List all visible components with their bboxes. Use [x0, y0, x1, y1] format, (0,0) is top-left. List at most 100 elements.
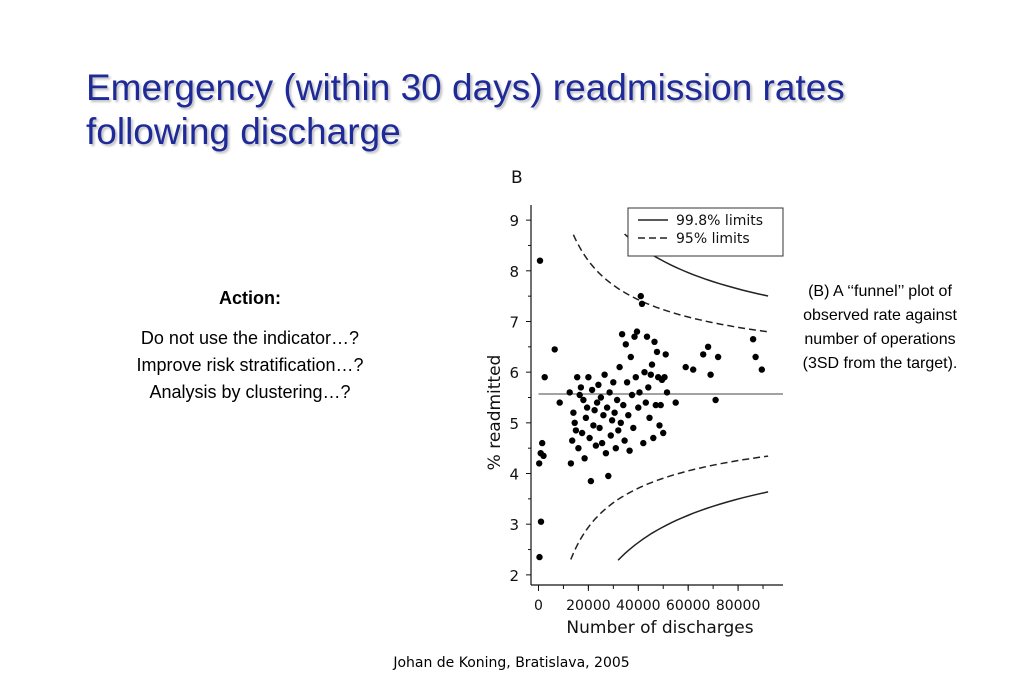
- data-point: [621, 437, 628, 444]
- data-point: [672, 399, 679, 406]
- data-point: [690, 366, 697, 373]
- data-point: [585, 374, 592, 381]
- data-point: [539, 439, 546, 447]
- data-point: [600, 412, 607, 419]
- data-point: [605, 472, 612, 480]
- data-point: [590, 422, 597, 429]
- y-tick-label: 3: [509, 516, 519, 534]
- data-point: [749, 336, 757, 343]
- data-point: [577, 384, 585, 391]
- legend-label: 99.8% limits: [676, 213, 763, 229]
- data-point: [752, 353, 759, 361]
- data-point: [700, 351, 707, 358]
- x-tick-label: 20000: [566, 598, 611, 614]
- x-axis-label: Number of discharges: [566, 618, 753, 638]
- data-point: [536, 257, 544, 264]
- y-tick-label: 7: [509, 313, 519, 331]
- data-point: [651, 338, 658, 345]
- data-point: [596, 424, 603, 432]
- data-point: [603, 404, 611, 411]
- data-point: [650, 434, 657, 442]
- x-tick-label: 0: [534, 598, 543, 614]
- data-point: [608, 417, 616, 424]
- data-point: [602, 450, 610, 457]
- data-point: [657, 401, 664, 409]
- data-point: [613, 396, 621, 404]
- data-point: [631, 333, 638, 340]
- data-point: [591, 407, 598, 414]
- data-point: [612, 445, 619, 452]
- y-tick-label: 6: [509, 364, 519, 382]
- data-point: [541, 374, 548, 381]
- funnel-plot: B 2 3 4 5 6 7 8 9 0 20000 40000 60000 80000 Number of …: [485, 168, 784, 638]
- slide-title: Emergency (within 30 days) readmission r…: [86, 67, 845, 152]
- data-point: [637, 292, 644, 300]
- data-point: [630, 424, 637, 432]
- x-tick-label: 60000: [666, 598, 711, 614]
- data-point: [582, 414, 590, 421]
- data-point: [647, 371, 654, 378]
- data-point: [586, 434, 593, 442]
- data-point: [623, 379, 631, 386]
- data-point: [656, 422, 663, 429]
- data-point: [640, 439, 647, 447]
- data-point: [628, 391, 636, 399]
- action-item-1: Do not use the indicator…?: [140, 328, 360, 348]
- data-point: [646, 414, 653, 421]
- data-point: [597, 394, 605, 401]
- panel-label: B: [511, 168, 523, 188]
- data-point: [566, 389, 573, 396]
- data-point: [583, 404, 591, 411]
- data-point: [606, 389, 613, 396]
- data-point: [714, 353, 722, 361]
- data-point: [617, 419, 624, 426]
- data-point: [652, 401, 659, 409]
- limit-95-lower: [570, 455, 769, 560]
- data-point: [662, 351, 669, 358]
- action-heading: Action:: [219, 288, 281, 308]
- data-point: [626, 447, 633, 454]
- x-tick-label: 80000: [716, 598, 761, 614]
- data-point: [642, 399, 649, 406]
- data-point: [581, 455, 588, 462]
- data-point: [620, 401, 627, 409]
- data-point: [632, 374, 639, 381]
- data-point: [704, 343, 712, 350]
- legend-label: 95% limits: [676, 231, 750, 247]
- data-point: [580, 396, 587, 404]
- data-point: [682, 363, 689, 371]
- legend-box: [627, 207, 784, 257]
- figure-caption: (B) A ‘‘funnel’’ plot of observed rate a…: [802, 283, 958, 372]
- data-point: [570, 409, 577, 416]
- data-point: [575, 445, 582, 452]
- data-point: [571, 419, 578, 426]
- data-point: [638, 300, 646, 307]
- data-point: [592, 442, 600, 449]
- data-point: [616, 363, 623, 371]
- data-point: [660, 429, 667, 437]
- data-point: [618, 331, 626, 338]
- data-point: [643, 333, 651, 340]
- data-point: [588, 386, 596, 394]
- action-box: Action: Do not use the indicator…? Impro…: [95, 288, 405, 406]
- data-point: [633, 328, 641, 335]
- data-point: [536, 553, 543, 561]
- y-axis-label: % readmitted: [485, 355, 505, 471]
- data-point: [641, 369, 648, 376]
- y-tick-label: 2: [509, 567, 519, 585]
- data-point: [576, 391, 583, 399]
- data-point: [556, 399, 563, 406]
- action-item-3: Analysis by clustering…?: [149, 382, 351, 402]
- data-point: [627, 353, 634, 361]
- data-point: [663, 389, 671, 396]
- data-point: [653, 348, 661, 356]
- data-points: [536, 257, 765, 561]
- data-point: [537, 518, 545, 525]
- data-point: [595, 381, 602, 388]
- data-point: [636, 389, 643, 396]
- y-tick-label: 9: [509, 212, 519, 230]
- limit-95-upper: [572, 234, 769, 333]
- footer: Johan de Koning, Bratislava, 2005: [393, 655, 630, 671]
- data-point: [645, 384, 652, 391]
- y-tick-label: 5: [509, 415, 519, 433]
